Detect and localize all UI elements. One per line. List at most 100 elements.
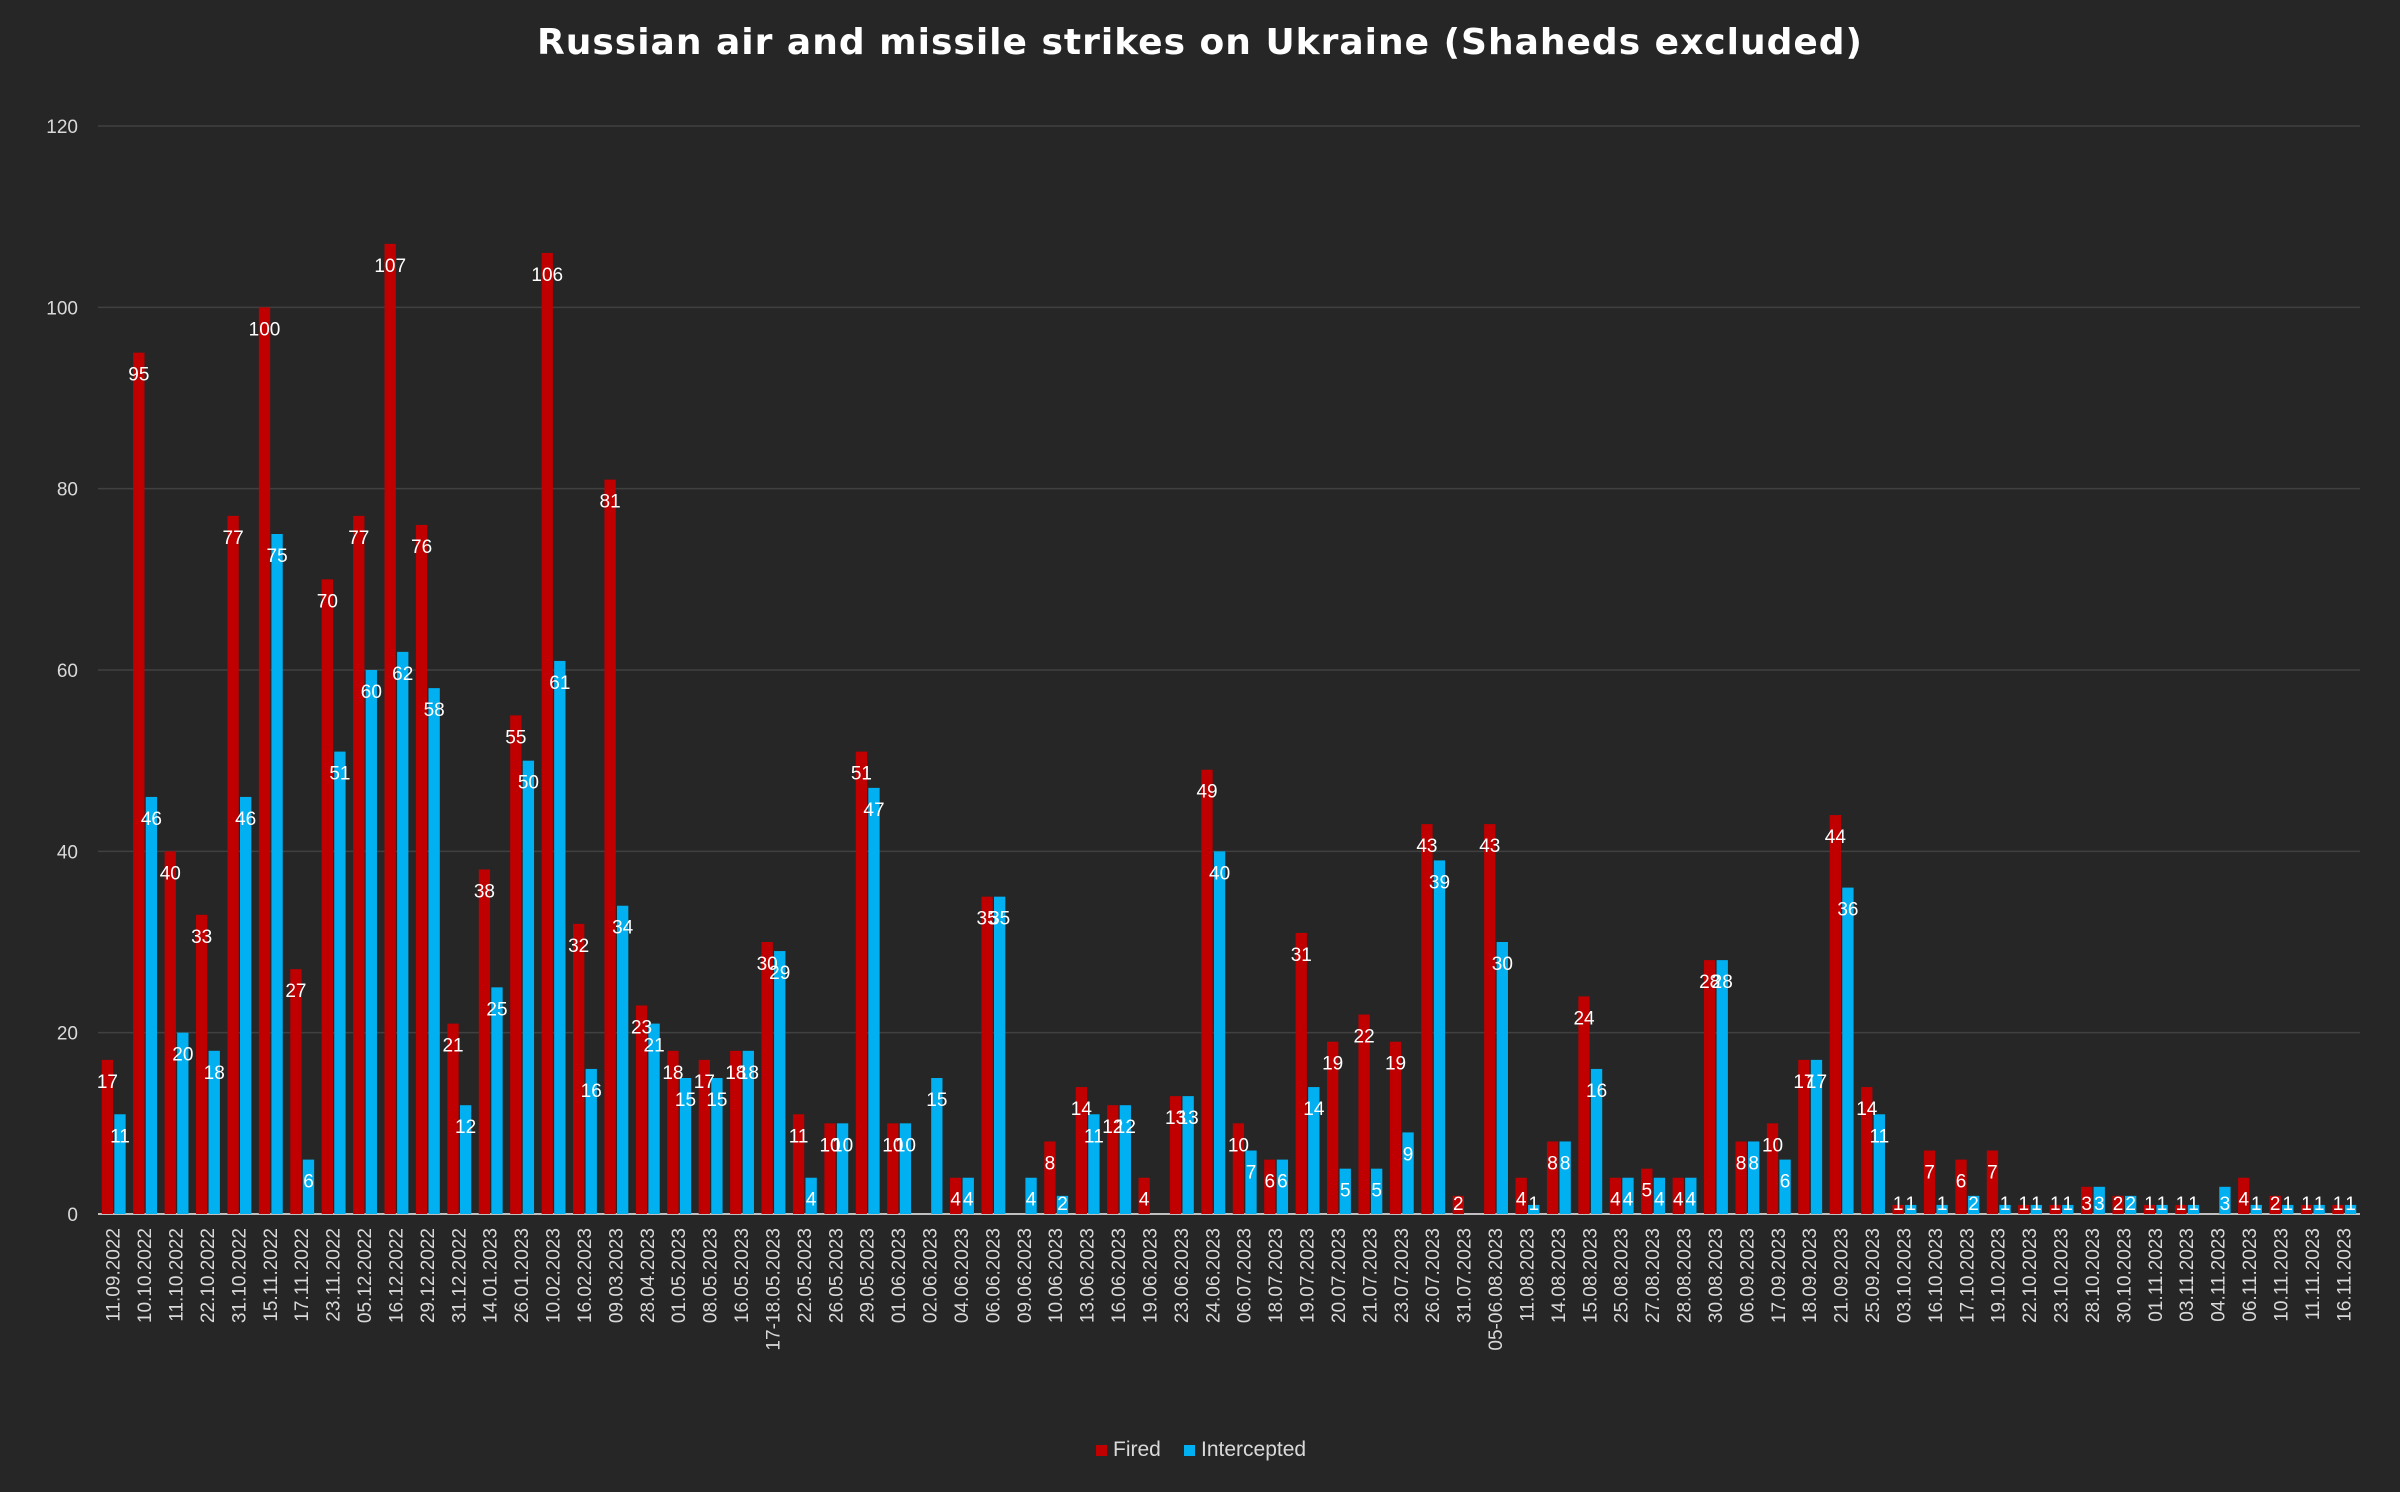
bar-fired [2143,1204,2156,1214]
bar-intercepted [365,670,377,1214]
x-tick-label: 25.08.2023 [1612,1228,1633,1323]
y-tick-label: 0 [67,1205,78,1226]
data-label-fired: 10 [819,1135,840,1156]
bar-fired [573,923,585,1214]
bar-intercepted [994,896,1006,1214]
data-label-intercepted: 4 [1654,1190,1665,1211]
data-label-intercepted: 14 [1303,1099,1325,1120]
bar-fired [1704,960,1716,1214]
bar-fired [1327,1041,1339,1214]
data-label-intercepted: 16 [1586,1081,1607,1102]
data-label-intercepted: 6 [303,1172,314,1193]
data-label-fired: 8 [1045,1153,1056,1174]
x-tick-label: 22.10.2022 [198,1228,219,1323]
data-label-fired: 10 [1762,1135,1783,1156]
bar-fired [1484,824,1496,1214]
data-label-intercepted: 9 [1403,1144,1414,1165]
x-tick-label: 16.05.2023 [732,1228,753,1323]
bar-intercepted [1402,1132,1414,1214]
data-label-fired: 8 [1547,1153,1558,1174]
bar-fired [1515,1177,1527,1214]
data-label-fired: 10 [882,1135,903,1156]
data-label-intercepted: 1 [1905,1194,1916,1215]
x-tick-label: 29.05.2023 [858,1228,879,1323]
data-label-intercepted: 5 [1371,1181,1382,1202]
x-tick-label: 14.01.2023 [481,1228,502,1323]
bar-fired [541,252,553,1214]
data-label-intercepted: 2 [1057,1194,1068,1215]
data-label-intercepted: 1 [1528,1194,1539,1215]
x-tick-label: 16.06.2023 [1109,1228,1130,1323]
data-label-intercepted: 18 [204,1063,225,1084]
data-label-fired: 11 [789,1126,809,1147]
bar-intercepted [240,796,252,1214]
data-label-intercepted: 12 [1115,1117,1136,1138]
bar-intercepted [805,1177,817,1214]
bar-intercepted [1213,851,1226,1214]
bar-fired [196,914,208,1214]
bar-intercepted [2282,1204,2294,1214]
data-label-fired: 23 [631,1017,652,1038]
bar-fired [635,1005,648,1214]
bar-intercepted [1528,1204,1540,1214]
data-label-fired: 43 [1479,836,1500,857]
data-label-fired: 106 [531,265,563,286]
bar-intercepted [962,1177,974,1214]
bar-intercepted [1873,1114,1885,1214]
data-label-fired: 14 [1856,1099,1878,1120]
bar-intercepted [1622,1177,1634,1214]
data-label-fired: 5 [1642,1181,1653,1202]
data-label-intercepted: 5 [1340,1181,1351,1202]
bar-fired [290,969,302,1214]
bar-intercepted [1371,1168,1383,1214]
data-label-intercepted: 11 [1084,1126,1104,1147]
x-tick-label: 08.05.2023 [701,1228,722,1323]
data-label-intercepted: 4 [806,1190,817,1211]
x-tick-label: 01.11.2023 [2146,1228,2167,1322]
x-tick-label: 11.10.2022 [167,1228,188,1322]
data-label-intercepted: 46 [141,809,162,830]
data-label-intercepted: 8 [1560,1153,1571,1174]
bar-fired [1923,1150,1936,1214]
bar-fired [887,1123,899,1214]
bar-intercepted [679,1078,692,1214]
x-tick-label: 19.06.2023 [1140,1228,1161,1323]
bar-fired [1798,1059,1810,1214]
bar-intercepted [648,1023,660,1214]
bar-intercepted [271,534,283,1214]
data-label-fired: 19 [1385,1054,1406,1075]
bar-fired [730,1050,742,1214]
data-label-fired: 1 [2176,1194,2187,1215]
bar-fired [950,1177,962,1214]
data-label-fired: 100 [249,319,281,340]
data-label-intercepted: 4 [1623,1190,1634,1211]
data-label-fired: 1 [2333,1194,2344,1215]
bar-intercepted [1088,1114,1100,1214]
legend-label-intercepted: Intercepted [1201,1438,1306,1461]
data-label-fired: 107 [374,256,406,277]
data-label-fired: 4 [1516,1190,1527,1211]
bar-fired [761,942,773,1214]
data-label-intercepted: 11 [110,1126,130,1147]
data-label-fired: 33 [191,927,212,948]
bar-fired [2049,1204,2061,1214]
bar-intercepted [742,1050,754,1214]
data-label-fired: 17 [97,1072,118,1093]
bar-fired [855,751,868,1214]
bar-intercepted [2030,1204,2043,1214]
bar-intercepted [334,751,346,1214]
data-label-intercepted: 1 [2000,1194,2011,1215]
bar-fired [792,1114,805,1214]
data-label-intercepted: 35 [989,909,1010,930]
x-tick-label: 28.04.2023 [638,1228,659,1323]
x-tick-label: 31.07.2023 [1455,1228,1476,1323]
bar-fired [1138,1177,1150,1214]
x-tick-label: 18.07.2023 [1266,1228,1287,1323]
bar-intercepted [177,1032,189,1214]
x-tick-label: 30.10.2023 [2114,1228,2135,1323]
bar-fired [101,1059,114,1214]
chart-title: Russian air and missile strikes on Ukrai… [536,22,1864,63]
data-label-intercepted: 25 [486,999,507,1020]
data-label-intercepted: 30 [1492,954,1513,975]
data-label-intercepted: 40 [1209,863,1230,884]
